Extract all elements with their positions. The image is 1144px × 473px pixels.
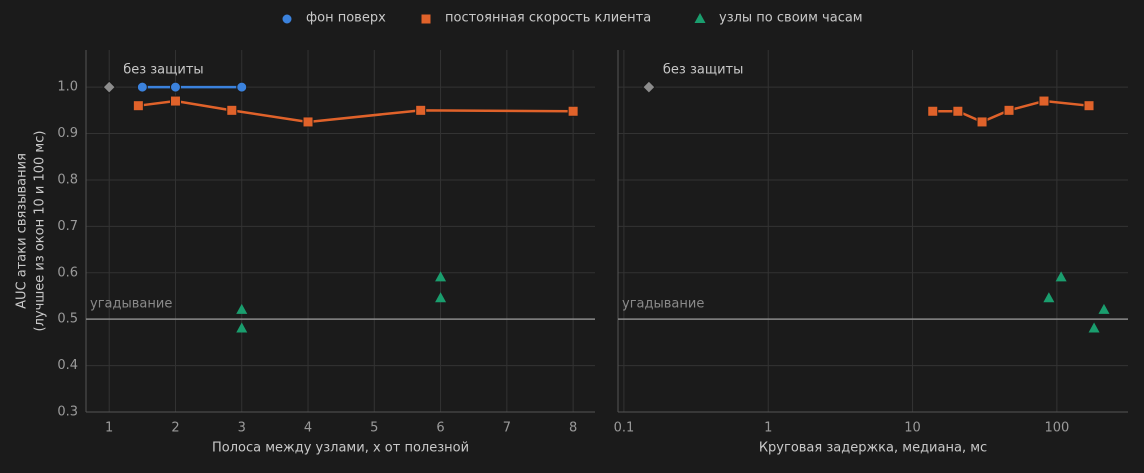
- legend-marker: [281, 13, 293, 25]
- series-line: [138, 99, 574, 124]
- data-point: [132, 100, 144, 112]
- x-tick-label: 6: [436, 421, 444, 436]
- x-tick-label: 1: [764, 421, 772, 436]
- y-tick-label: 0.5: [57, 312, 78, 327]
- legend-marker: [420, 13, 432, 25]
- y-tick-label: 1.0: [57, 80, 78, 95]
- data-point: [169, 95, 181, 107]
- data-point: [435, 292, 447, 303]
- x-tick-label: 1: [105, 421, 113, 436]
- data-point: [435, 271, 447, 282]
- legend-label: фон поверх: [306, 11, 386, 26]
- x-tick-label: 0.1: [614, 421, 635, 436]
- data-point: [169, 81, 181, 93]
- data-point: [236, 322, 248, 333]
- x-tick-label: 10: [904, 421, 921, 436]
- y-tick-label: 0.9: [57, 126, 78, 141]
- x-tick-label: 4: [304, 421, 312, 436]
- data-point: [1083, 100, 1095, 112]
- data-point: [952, 105, 964, 117]
- x-tick-label: 7: [503, 421, 511, 436]
- baseline-point: [102, 80, 116, 94]
- x-axis-label: Круговая задержка, медиана, мс: [759, 441, 987, 456]
- y-tick-label: 0.8: [57, 172, 78, 187]
- y-tick-label: 0.3: [57, 405, 78, 420]
- annotation: без защиты: [663, 63, 743, 78]
- x-tick-label: 3: [238, 421, 246, 436]
- data-point: [1043, 292, 1055, 303]
- x-tick-label: 8: [569, 421, 577, 436]
- y-tick-label: 0.7: [57, 219, 78, 234]
- x-axis-label: Полоса между узлами, x от полезной: [212, 441, 469, 456]
- reference-label: угадывание: [90, 297, 172, 312]
- data-point: [567, 105, 579, 117]
- data-point: [1055, 271, 1067, 282]
- y-axis-label: AUC атаки связывания: [15, 153, 30, 309]
- data-point: [236, 81, 248, 93]
- data-point: [1088, 322, 1100, 333]
- y-axis-label: (лучшее из окон 10 и 100 мс): [33, 131, 48, 332]
- legend-marker: [694, 13, 706, 23]
- x-tick-label: 2: [171, 421, 179, 436]
- data-point: [927, 105, 939, 117]
- y-tick-label: 0.6: [57, 265, 78, 280]
- data-point: [1038, 95, 1050, 107]
- data-point: [415, 104, 427, 116]
- data-point: [1098, 303, 1110, 314]
- reference-label: угадывание: [622, 297, 704, 312]
- annotation: без защиты: [123, 63, 203, 78]
- data-point: [236, 303, 248, 314]
- data-point: [302, 116, 314, 128]
- data-point: [136, 81, 148, 93]
- legend-label: постоянная скорость клиента: [445, 11, 651, 26]
- y-tick-label: 0.4: [57, 358, 78, 373]
- data-point: [226, 104, 238, 116]
- baseline-point: [642, 80, 656, 94]
- legend-label: узлы по своим часам: [719, 11, 863, 26]
- data-point: [1003, 104, 1015, 116]
- x-tick-label: 100: [1044, 421, 1069, 436]
- data-point: [976, 116, 988, 128]
- x-tick-label: 5: [370, 421, 378, 436]
